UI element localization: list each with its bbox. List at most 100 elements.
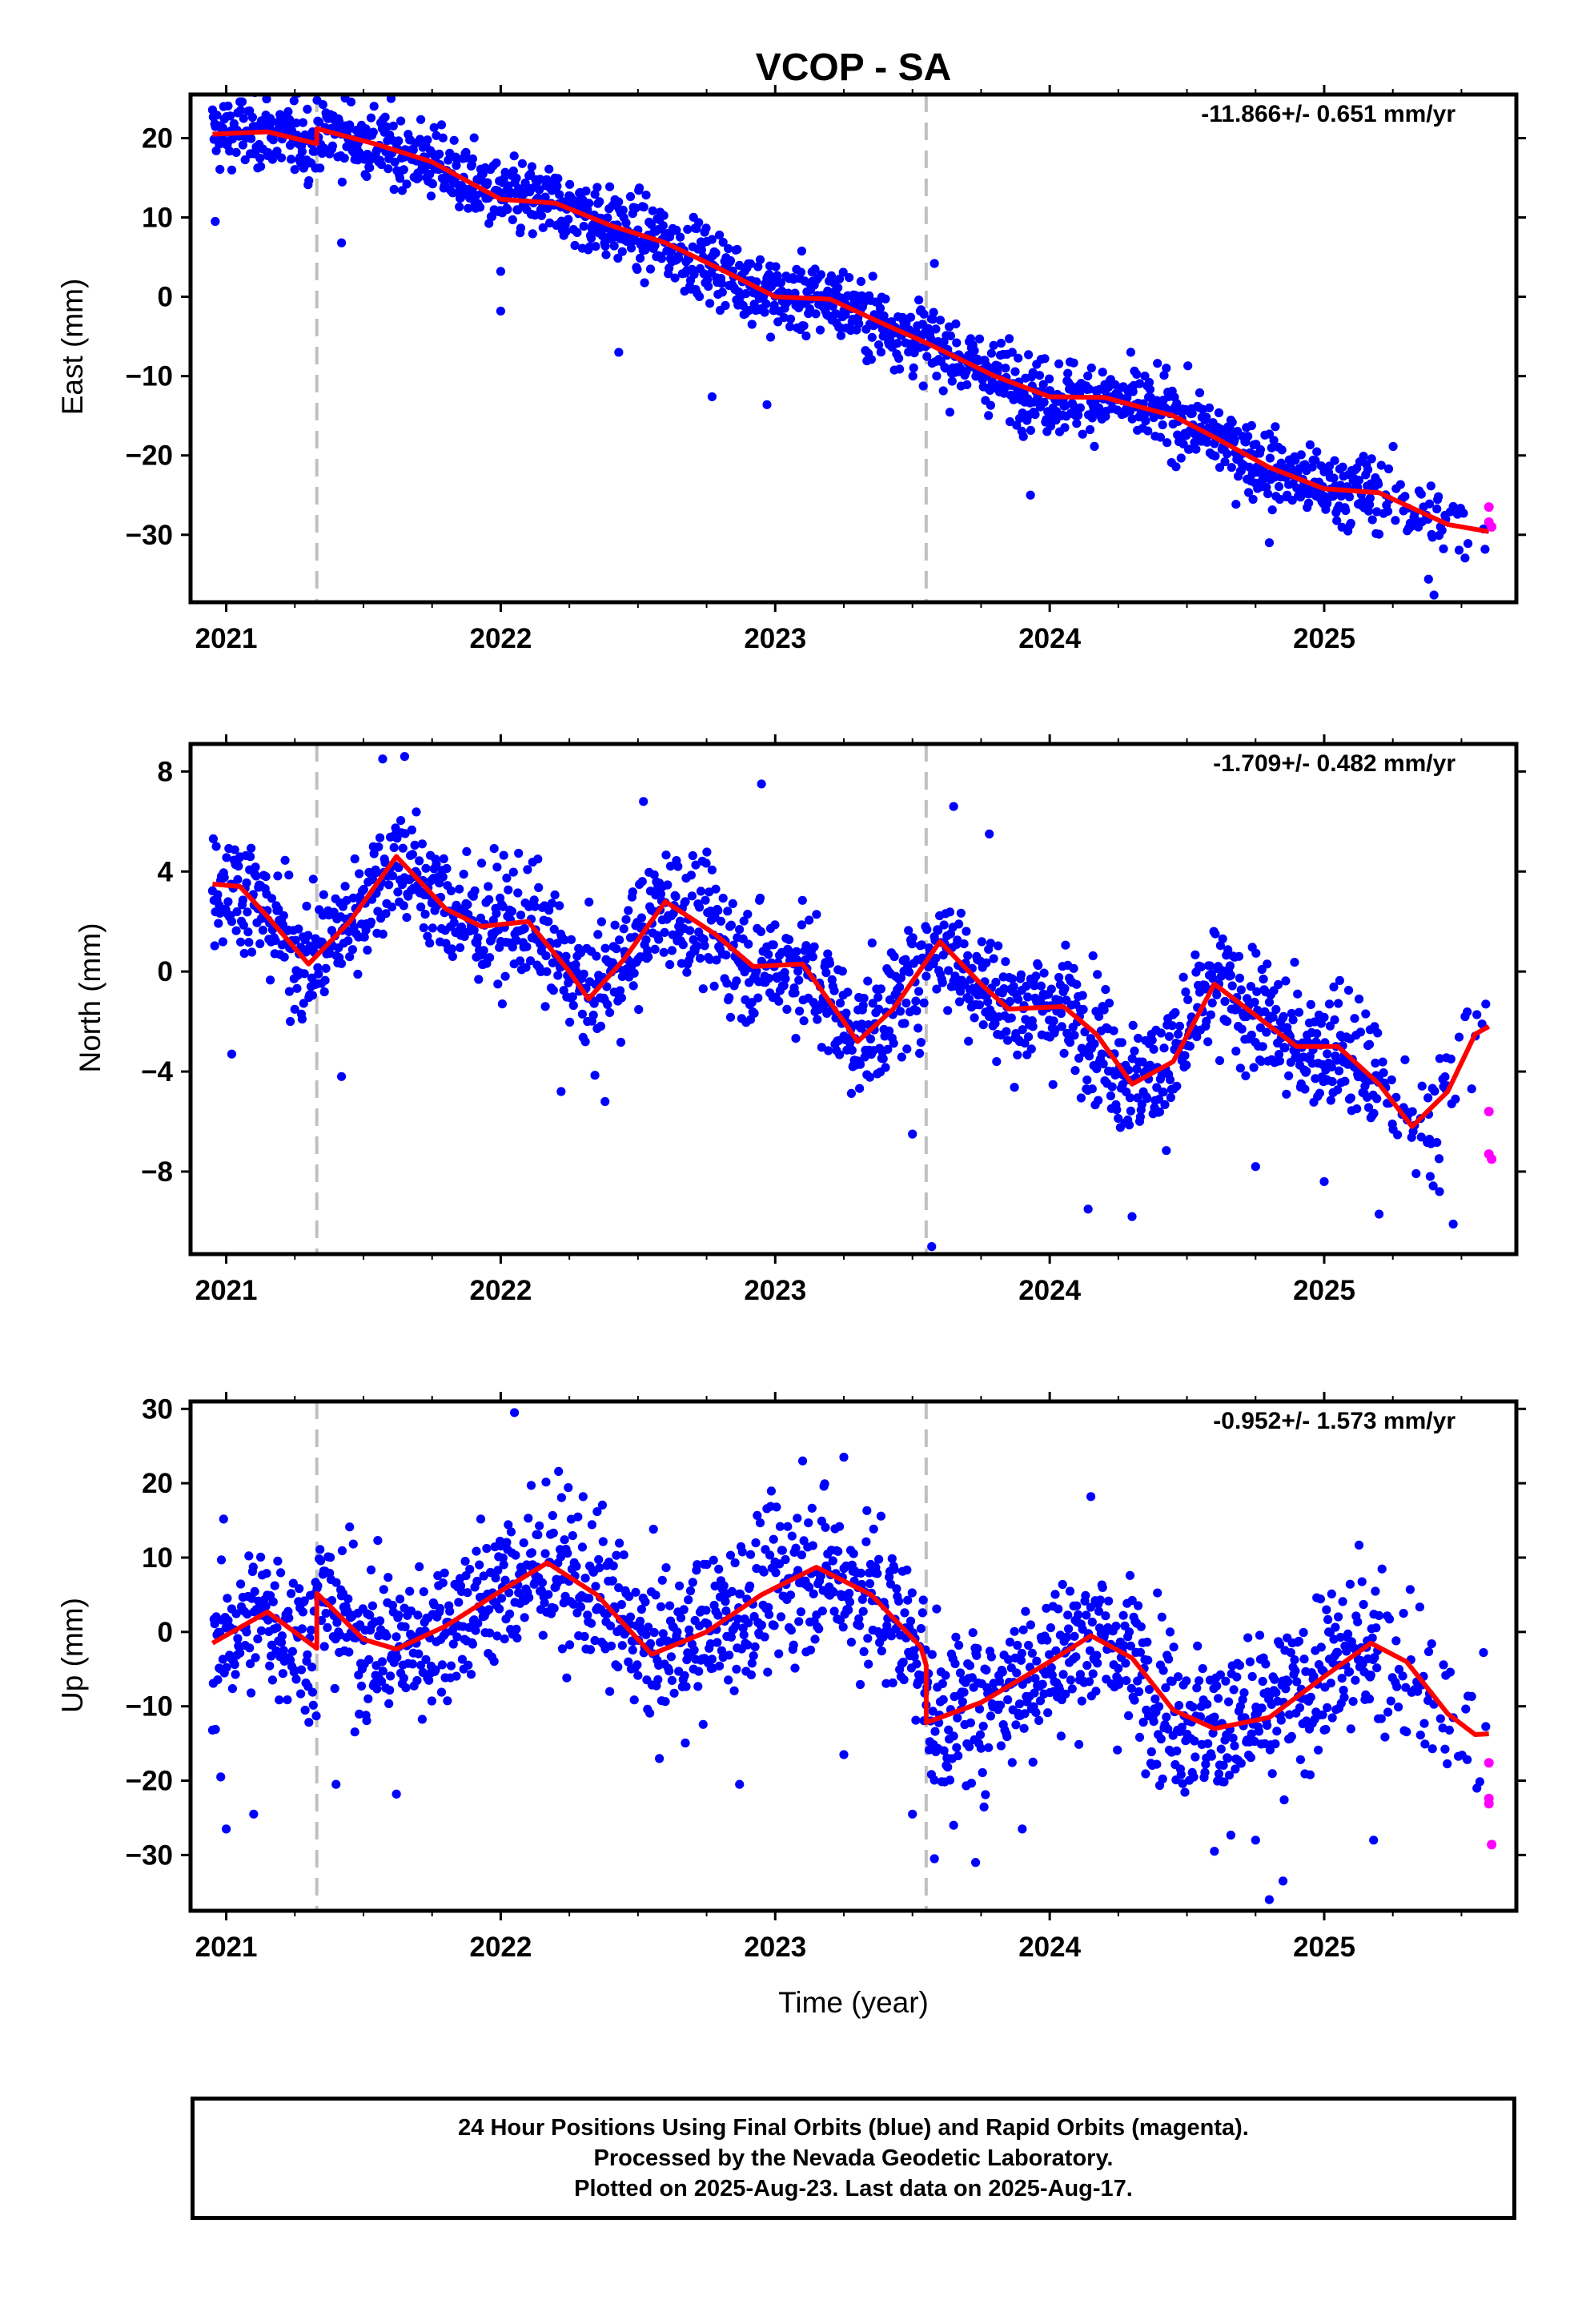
north-point-831: [824, 1046, 833, 1055]
east-point-1606: [1424, 499, 1435, 509]
up-point-1004: [952, 1743, 962, 1752]
up-point-1251: [1134, 1732, 1145, 1742]
up-point-226: [375, 1616, 385, 1626]
east-point-564: [625, 191, 636, 202]
up-point-1031: [972, 1651, 982, 1660]
up-point-1342: [1203, 1699, 1212, 1709]
north-point-1143: [1054, 995, 1065, 1005]
north-point-1287: [1162, 1146, 1171, 1156]
north-point-822: [817, 1043, 826, 1052]
up-point-950: [912, 1659, 921, 1669]
up-point-360: [475, 1560, 484, 1570]
east-point-517: [591, 242, 600, 251]
east-point-244: [388, 121, 398, 131]
up-point-1120: [1038, 1679, 1047, 1689]
up-point-1463: [1292, 1677, 1302, 1687]
north-point-1314: [1182, 1060, 1191, 1070]
north-outlier-17: [1374, 1209, 1384, 1219]
up-point-1473: [1299, 1655, 1309, 1664]
up-point-95: [278, 1669, 287, 1679]
up-point-674: [707, 1655, 717, 1664]
north-point-123: [299, 999, 308, 1008]
north-point-465: [552, 939, 562, 948]
up-point-696: [724, 1675, 733, 1685]
north-point-549: [615, 935, 624, 945]
north-point-905: [878, 1054, 888, 1063]
north-point-700: [726, 920, 737, 930]
east-point-1162: [1069, 358, 1078, 368]
east-point-684: [715, 230, 725, 240]
east-point-657: [695, 292, 705, 301]
up-point-1267: [1146, 1747, 1156, 1757]
up-point-1097: [1021, 1606, 1030, 1616]
up-point-475: [560, 1535, 569, 1545]
up-point-1372: [1224, 1771, 1235, 1780]
east-point-1322: [1187, 408, 1197, 418]
up-point-96: [279, 1646, 288, 1655]
up-point-744: [759, 1567, 769, 1577]
up-point-1072: [1002, 1732, 1012, 1742]
north-point-1078: [1006, 1013, 1016, 1023]
north-point-103: [284, 870, 294, 880]
up-point-595: [648, 1524, 658, 1534]
up-point-1024: [966, 1779, 976, 1788]
up-point-1270: [1149, 1717, 1158, 1727]
north-point-354: [470, 886, 480, 895]
north-point-1109: [1030, 981, 1039, 991]
up-point-380: [489, 1657, 499, 1667]
east-point-671: [705, 299, 715, 308]
north-point-890: [867, 938, 877, 948]
up-point-1115: [1034, 1715, 1044, 1725]
north-point-550: [616, 986, 625, 995]
north-point-1187: [1087, 1084, 1097, 1094]
east-point-501: [579, 222, 588, 231]
up-point-1043: [981, 1790, 990, 1799]
up-point-776: [783, 1522, 793, 1531]
north-point-694: [722, 979, 732, 988]
north-outlier-18: [1435, 1187, 1444, 1196]
north-point-561: [624, 906, 633, 915]
up-point-1461: [1291, 1666, 1300, 1675]
up-point-184: [344, 1647, 354, 1657]
east-point-251: [394, 136, 404, 146]
up-point-1076: [1005, 1637, 1015, 1647]
up-point-341: [460, 1557, 470, 1566]
up-point-1519: [1334, 1612, 1343, 1622]
up-panel: Up (mm) -0.952+/- 1.573 mm/yr 2021 2022 20…: [56, 1392, 1526, 1963]
east-point-407: [509, 151, 519, 161]
north-point-1561: [1364, 1039, 1375, 1049]
up-point-337: [457, 1655, 468, 1664]
north-point-116: [294, 924, 303, 934]
north-point-987: [939, 920, 949, 930]
north-point-1194: [1093, 970, 1102, 979]
up-point-283: [417, 1715, 428, 1724]
up-point-1173: [1077, 1696, 1086, 1706]
north-point-439: [533, 854, 543, 864]
up-point-1371: [1224, 1697, 1234, 1707]
up-point-385: [493, 1566, 503, 1575]
up-point-1233: [1122, 1676, 1131, 1686]
north-point-1252: [1135, 1112, 1145, 1122]
up-point-122: [298, 1607, 307, 1617]
up-point-937: [902, 1565, 912, 1575]
up-point-1355: [1212, 1681, 1222, 1691]
east-point-814: [811, 309, 821, 319]
up-point-1400: [1245, 1657, 1255, 1667]
north-outlier-16: [1319, 1176, 1329, 1187]
east-point-626: [672, 225, 681, 235]
east-point-995: [945, 408, 955, 417]
up-point-782: [787, 1531, 797, 1541]
north-point-5: [211, 842, 221, 851]
east-point-290: [423, 135, 432, 145]
east-point-1628: [1480, 545, 1490, 554]
east-point-418: [517, 159, 528, 168]
up-point-211: [364, 1655, 374, 1664]
north-point-462: [550, 890, 560, 900]
north-point-618: [665, 862, 676, 871]
north-point-1621: [1454, 1032, 1464, 1042]
north-point-596: [649, 870, 659, 879]
east-point-449: [540, 192, 550, 202]
up-point-1006: [954, 1751, 963, 1761]
up-point-266: [405, 1586, 415, 1596]
up-point-678: [710, 1581, 720, 1591]
